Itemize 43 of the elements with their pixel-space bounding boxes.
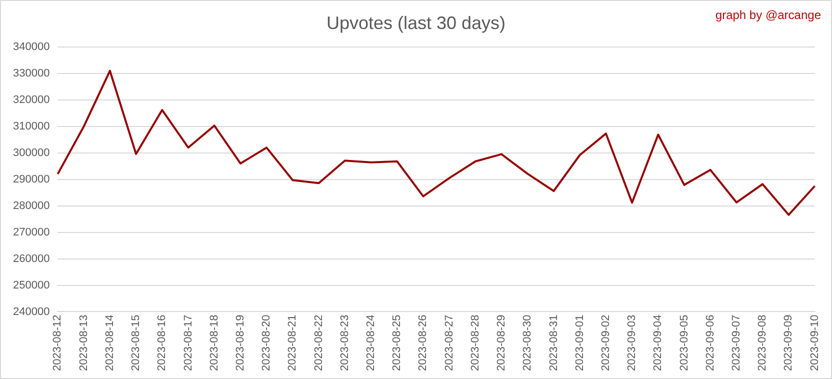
x-tick-label: 2023-09-07 [730, 314, 743, 372]
x-tick-label: 2023-08-17 [182, 314, 194, 372]
y-tick-label: 260000 [12, 252, 50, 265]
y-tick-label: 270000 [12, 226, 50, 238]
x-tick-label: 2023-08-20 [260, 314, 273, 372]
x-tick-label: 2023-09-08 [756, 314, 769, 372]
x-tick-label: 2023-08-31 [548, 314, 560, 372]
x-tick-label: 2023-09-03 [626, 314, 638, 372]
y-tick-label: 240000 [12, 306, 50, 318]
x-tick-label: 2023-09-09 [782, 314, 795, 372]
y-tick-label: 330000 [12, 68, 50, 80]
x-tick-label: 2023-08-25 [391, 314, 404, 372]
x-tick-label: 2023-08-28 [469, 314, 482, 372]
x-tick-label: 2023-08-16 [156, 314, 168, 372]
y-tick-label: 290000 [12, 173, 50, 186]
x-tick-label: 2023-09-05 [678, 314, 690, 372]
x-tick-label: 2023-09-06 [704, 314, 716, 372]
x-tick-label: 2023-08-29 [496, 314, 508, 372]
chart-title: Upvotes (last 30 days) [326, 13, 506, 33]
x-tick-label: 2023-08-30 [522, 314, 534, 372]
x-tick-label: 2023-08-26 [417, 314, 430, 372]
x-tick-label: 2023-08-18 [208, 314, 220, 372]
x-tick-label: 2023-08-14 [104, 314, 116, 372]
x-tick-label: 2023-09-02 [600, 314, 612, 372]
y-tick-label: 340000 [12, 41, 50, 54]
text: graph by @arcange [715, 8, 821, 22]
x-tick-label: 2023-09-04 [652, 314, 664, 372]
x-tick-label: 2023-08-13 [78, 314, 90, 372]
y-tick-label: 280000 [12, 200, 50, 212]
x-tick-label: 2023-09-01 [574, 314, 586, 372]
x-tick-label: 2023-09-10 [808, 314, 821, 372]
y-tick-label: 300000 [12, 146, 50, 159]
x-tick-label: 2023-08-22 [312, 314, 325, 372]
y-tick-label: 250000 [12, 279, 50, 292]
x-tick-label: 2023-08-19 [234, 314, 246, 372]
y-tick-label: 320000 [12, 94, 50, 106]
y-tick-label: 310000 [12, 120, 50, 132]
x-tick-label: 2023-08-21 [286, 314, 299, 372]
x-tick-label: 2023-08-23 [338, 314, 351, 372]
x-tick-label: 2023-08-27 [443, 314, 456, 372]
x-tick-label: 2023-08-15 [130, 314, 142, 372]
x-tick-label: 2023-08-12 [52, 314, 64, 372]
x-tick-label: 2023-08-24 [365, 314, 378, 372]
